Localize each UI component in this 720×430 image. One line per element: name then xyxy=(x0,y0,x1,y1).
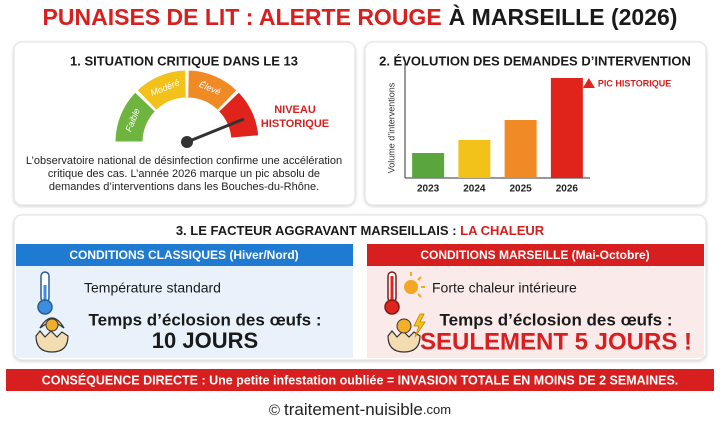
footer-tld: .com xyxy=(423,402,451,417)
bar xyxy=(550,78,583,178)
x-tick-label: 2026 xyxy=(556,184,579,195)
annotation: PIC HISTORIQUE xyxy=(598,78,671,88)
gauge-hub xyxy=(181,136,193,148)
footer-copyright: © xyxy=(269,402,280,419)
classic-header-bg xyxy=(16,244,353,266)
bar-chart: 2023 2024 2025 2026 PIC HISTORIQUE xyxy=(404,63,671,195)
situation-card xyxy=(13,41,356,206)
x-tick-label: 2023 xyxy=(417,184,440,195)
factor-heading-text: 3. LE FACTEUR AGGRAVANT MARSEILLAIS : xyxy=(176,223,460,238)
footer: © traitement-nuisible.com xyxy=(269,400,451,419)
situation-text: critique des cas. L’année 2026 marque un… xyxy=(48,168,320,180)
bar xyxy=(412,153,445,178)
thermometer-icon xyxy=(37,271,53,315)
consequence: CONSÉQUENCE DIRECTE : Une petite infesta… xyxy=(42,372,679,387)
classic-header: CONDITIONS CLASSIQUES (Hiver/Nord) xyxy=(69,248,298,262)
marseille-header: CONDITIONS MARSEILLE (Mai-Octobre) xyxy=(420,248,649,262)
marseille-label: Temps d’éclosion des œufs : xyxy=(440,310,673,329)
evolution-heading: 2. ÉVOLUTION DES DEMANDES D’INTERVENTION xyxy=(379,53,691,68)
factor-heading: 3. LE FACTEUR AGGRAVANT MARSEILLAIS : LA… xyxy=(176,223,545,238)
warning-icon xyxy=(582,78,595,88)
egg-icon xyxy=(35,317,69,353)
title-alert: PUNAISES DE LIT : ALERTE ROUGE xyxy=(43,4,442,30)
gauge-segment xyxy=(114,91,157,143)
y-axis-label: Volume d’interventions xyxy=(386,82,396,173)
gauge-segment xyxy=(136,69,187,112)
situation-heading: 1. SITUATION CRITIQUE DANS LE 13 xyxy=(70,53,298,68)
x-tick-label: 2025 xyxy=(510,184,533,195)
x-tick-label: 2024 xyxy=(463,184,486,195)
title: PUNAISES DE LIT : ALERTE ROUGE À MARSEILL… xyxy=(43,3,678,30)
gauge-needle xyxy=(185,118,245,144)
classic-result: 10 JOURS xyxy=(152,328,258,353)
classic-label: Temps d’éclosion des œufs : xyxy=(89,310,322,329)
marseille-result: SEULEMENT 5 JOURS ! xyxy=(420,328,692,355)
egg-hatch-icon xyxy=(387,313,426,353)
situation-text: L’observatoire national de désinfection … xyxy=(26,155,342,167)
bar xyxy=(504,120,537,178)
factor-highlight: LA CHALEUR xyxy=(460,223,545,238)
footer-site: traitement-nuisible xyxy=(284,400,423,419)
heat-icon xyxy=(384,271,425,315)
consequence-bg xyxy=(6,369,714,391)
gauge-alert: NIVEAU xyxy=(274,104,316,116)
classic-condition: Température standard xyxy=(84,280,221,296)
title-place: À MARSEILLE (2026) xyxy=(449,3,678,30)
bar xyxy=(458,140,491,178)
gauge-alert: HISTORIQUE xyxy=(261,118,329,130)
marseille-header-bg xyxy=(367,244,704,266)
gauge-segment xyxy=(187,69,238,112)
situation-text: demandes d’interventions dans les Bouche… xyxy=(49,181,319,193)
marseille-condition: Forte chaleur intérieure xyxy=(432,280,577,296)
